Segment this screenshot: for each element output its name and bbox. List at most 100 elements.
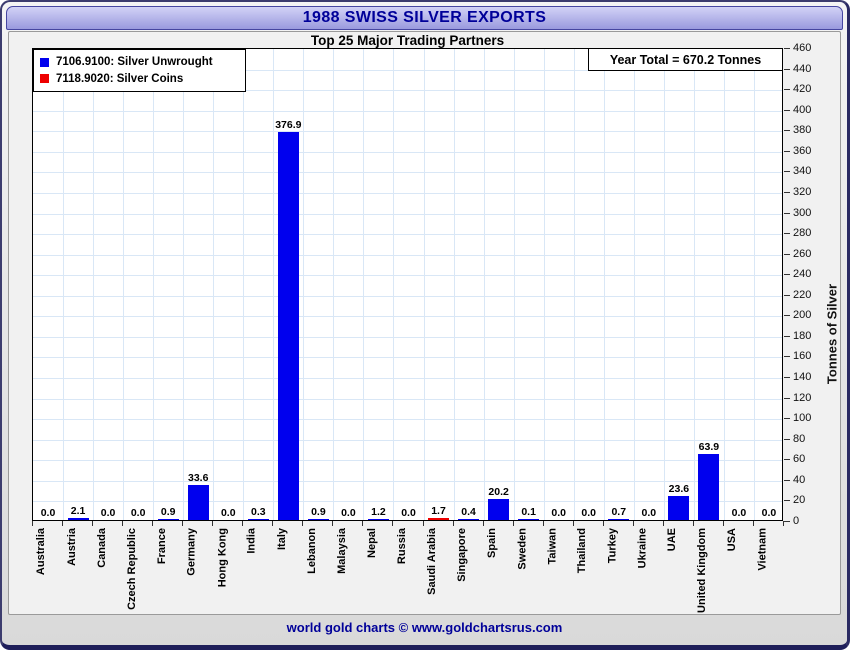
x-axis-label: Germany [185,528,198,576]
bar [187,485,209,520]
x-gridline [693,49,695,520]
x-axis-label: Thailand [576,528,589,574]
bar-value-label: 0.0 [40,507,56,519]
y-axis-tick [784,397,790,399]
y-gridline [33,439,782,441]
x-axis-tick [182,521,184,526]
legend-item-coins: 7118.9020: Silver Coins [40,73,239,85]
bar-value-label: 0.9 [160,506,176,518]
x-axis-tick [332,521,334,526]
y-axis-tick [784,335,790,337]
x-axis-label: Ukraine [636,528,649,569]
y-axis-tick-label: 100 [793,412,812,425]
y-axis-tick [784,150,790,152]
bar-value-label: 0.9 [311,506,326,518]
x-axis-tick [212,521,214,526]
x-axis-tick [692,521,694,526]
bar-value-label: 1.2 [371,506,386,518]
x-axis-tick [722,521,724,526]
x-axis-label: Czech Republic [125,528,138,610]
x-axis-tick [392,521,394,526]
y-gridline [33,234,782,236]
y-axis-tick-label: 260 [793,247,812,260]
x-axis-label: USA [726,528,739,552]
y-gridline [33,172,782,174]
y-axis-tick [784,191,790,193]
y-axis-tick-label: 200 [793,309,812,322]
x-axis-tick [122,521,124,526]
bar [247,519,269,520]
y-gridline [33,480,782,482]
y-gridline [33,378,782,380]
y-axis-tick-label: 220 [793,288,812,301]
page-title: 1988 SWISS SILVER EXPORTS [302,9,547,26]
x-axis-label: Malaysia [335,528,348,574]
y-gridline [33,336,782,338]
x-axis-tick [152,521,154,526]
x-gridline [453,49,455,520]
x-axis-tick [512,521,514,526]
y-axis-tick-label: 360 [793,144,812,157]
x-axis-label: Italy [275,528,288,551]
y-axis-title: Tonnes of Silver [824,283,840,385]
year-total-annotation: Year Total = 670.2 Tonnes [588,48,783,71]
legend-swatch-blue-icon [40,57,49,67]
bar-value-label: 2.1 [70,505,86,517]
bar [307,519,329,520]
bar-value-label: 0.0 [130,507,146,519]
y-axis-tick-label: 280 [793,227,812,240]
x-axis-tick [272,521,274,526]
x-axis-tick [92,521,94,526]
bar-value-label: 63.9 [698,441,720,453]
y-axis-tick-label: 40 [793,473,806,486]
x-axis-label: India [245,528,258,554]
y-gridline [33,213,782,215]
x-axis-label: Saudi Arabia [426,528,439,595]
x-axis-label: UAE [666,528,679,552]
bar [668,496,690,520]
legend-item-unwrought: 7106.9100: Silver Unwrought [40,56,239,68]
x-axis-tick [572,521,574,526]
x-axis-label: France [155,528,168,565]
y-axis-tick [784,479,790,481]
x-gridline [123,49,125,520]
bar [277,132,299,520]
y-axis-tick-label: 420 [793,83,812,96]
y-gridline [33,69,782,71]
x-gridline [93,49,95,520]
y-axis-tick [784,356,790,358]
x-gridline [483,49,485,520]
y-axis-tick-label: 60 [793,453,806,466]
x-axis-label: Russia [396,528,408,565]
chart-subtitle: Top 25 Major Trading Partners [310,33,505,48]
y-gridline [33,275,782,277]
y-axis-tick [784,500,790,502]
x-gridline [213,49,215,520]
x-gridline [573,49,575,520]
bar-value-label: 0.3 [250,506,266,518]
bar-value-label: 0.0 [341,507,356,519]
bar-value-label: 0.0 [641,507,657,519]
x-axis-label: Hong Kong [215,528,228,588]
y-axis-tick [784,130,790,132]
bar-value-label: 0.0 [731,507,747,519]
bar-value-label: 0.0 [401,507,416,519]
y-axis-tick [784,274,790,276]
x-gridline [333,49,335,520]
x-gridline [723,49,725,520]
bar-value-label: 23.6 [668,483,690,495]
x-axis-tick [783,521,784,526]
x-axis-label: Singapore [456,528,469,582]
bar [698,454,720,520]
legend-swatch-red-icon [40,74,49,84]
y-axis-tick [784,212,790,214]
plot-area: 0.0 2.1 0.0 0.0 0.9 33.6 0.0 0.3 376.9 0.9 0.0 1.2 0… [32,48,783,521]
y-axis-tick-label: 180 [793,329,812,342]
y-gridline [33,316,782,318]
legend-label: 7118.9020: Silver Coins [56,72,184,85]
x-axis-tick [32,521,33,526]
x-axis-tick [752,521,754,526]
bar-value-label: 0.0 [581,507,597,519]
y-axis-tick [784,315,790,317]
